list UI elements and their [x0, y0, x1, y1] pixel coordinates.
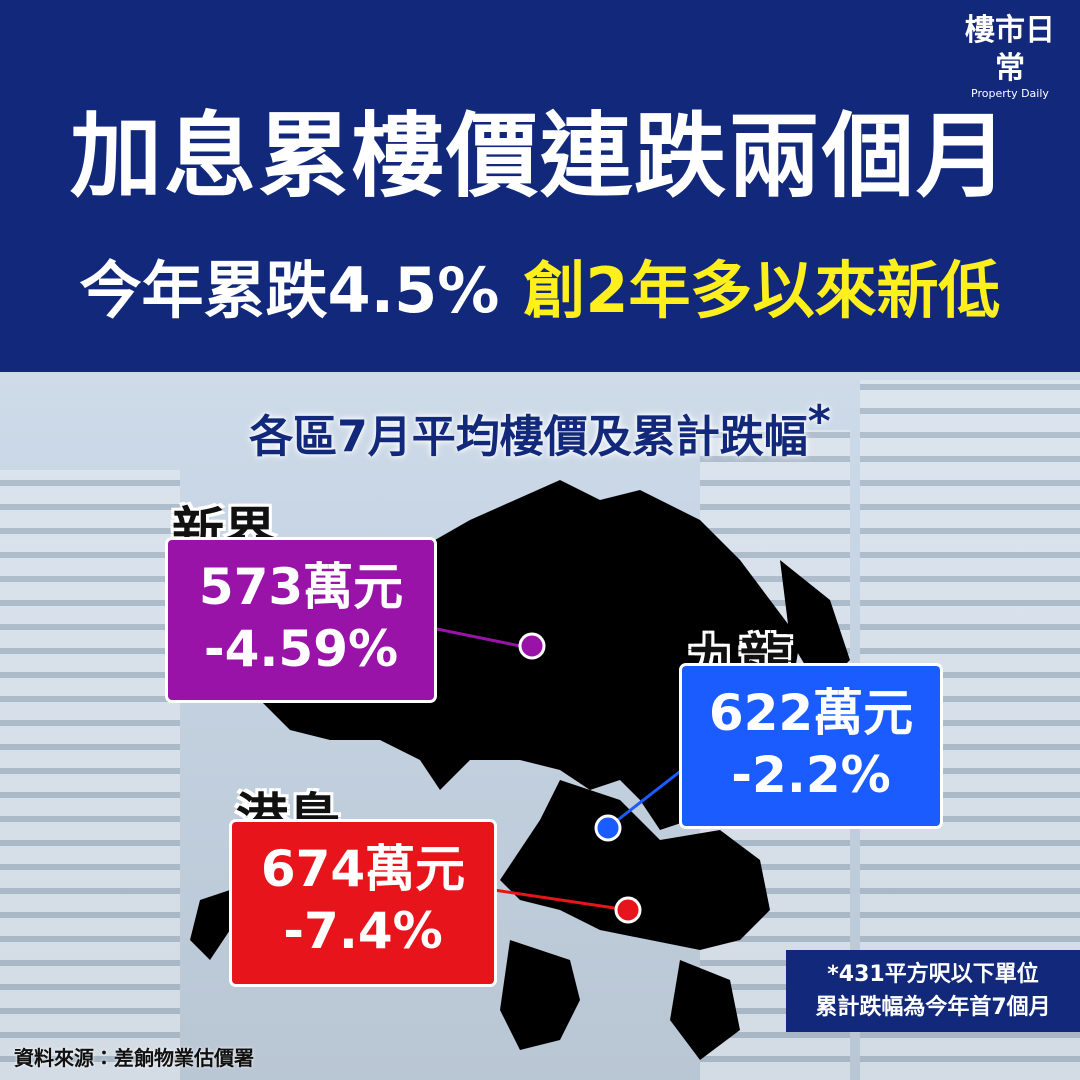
map-title-text: 各區7月平均樓價及累計跌幅 [249, 411, 808, 463]
subtitle: 今年累跌4.5% 創2年多以來新低 [0, 240, 1080, 330]
source: 資料來源：差餉物業估價署 [14, 1046, 254, 1070]
leader-line [493, 888, 629, 912]
region-box: 674萬元 -7.4% [232, 822, 494, 984]
map-title: 各區7月平均樓價及累計跌幅* [0, 396, 1080, 465]
footnote-line: *431平方呎以下單位 [827, 962, 1039, 987]
building [0, 470, 180, 1080]
leader-line [431, 626, 531, 650]
region-box: 622萬元 -2.2% [682, 666, 940, 826]
pin [594, 814, 622, 842]
region-change: -4.59% [203, 620, 399, 678]
pin [614, 896, 642, 924]
region-price: 573萬元 [198, 558, 404, 616]
subtitle-highlight: 創2年多以來新低 [523, 254, 1001, 327]
footnote: *431平方呎以下單位 累計跌幅為今年首7個月 [786, 950, 1080, 1032]
leader-line [609, 768, 683, 828]
title: 加息累樓價連跌兩個月 [69, 103, 1010, 210]
header: 樓市日常 Property Daily 加息累樓價連跌兩個月 今年累跌4.5% 創2… [0, 0, 1080, 372]
logo-name: 樓市日常 [965, 13, 1055, 86]
region-box: 573萬元 -4.59% [168, 540, 434, 700]
region-price: 674萬元 [260, 840, 466, 898]
logo: 樓市日常 Property Daily [954, 12, 1066, 100]
map-title-mark: * [807, 396, 831, 447]
region-change: -2.2% [731, 746, 891, 804]
footnote-line: 累計跌幅為今年首7個月 [815, 995, 1051, 1020]
region-price: 622萬元 [708, 684, 914, 742]
logo-tagline: Property Daily [971, 87, 1049, 100]
region-change: -7.4% [283, 902, 443, 960]
subtitle-lead: 今年累跌4.5% [79, 254, 500, 327]
pin [518, 632, 546, 660]
